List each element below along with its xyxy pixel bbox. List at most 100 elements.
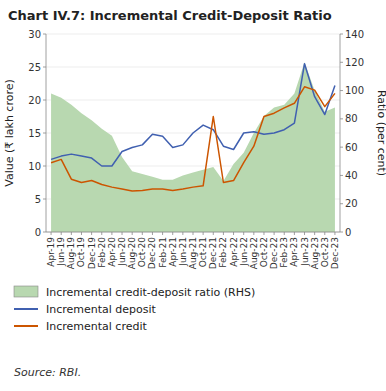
- legend-swatch: [14, 308, 38, 310]
- y2-tick: [340, 232, 343, 233]
- x-tick-label: Aug-19: [66, 237, 76, 270]
- title: Chart IV.7: Incremental Credit-Deposit R…: [8, 8, 332, 23]
- x-tick-label: Apr-21: [168, 237, 178, 267]
- line: [51, 87, 335, 191]
- x-tick-label: Dec-22: [269, 237, 279, 269]
- y2-tick-label: 140: [345, 29, 364, 40]
- y2-tick: [340, 90, 343, 91]
- x-tick: [162, 232, 163, 235]
- x-tick-label: Apr-23: [289, 237, 299, 267]
- x-tick: [334, 232, 335, 235]
- x-tick-label: Oct-19: [76, 237, 86, 268]
- x-tick-label: Jun-21: [178, 237, 188, 267]
- x-tick-label: Aug-21: [188, 237, 198, 269]
- y-tick: [43, 67, 46, 68]
- x-tick-label: Aug-23: [310, 237, 320, 269]
- y2-axis-line: [340, 34, 341, 232]
- area: [51, 62, 335, 232]
- y-tick-label: 25: [28, 62, 41, 73]
- x-tick: [213, 232, 214, 235]
- legend-label: Incremental credit: [46, 320, 148, 333]
- x-tick: [203, 232, 204, 235]
- y2-tick-label: 60: [345, 142, 358, 153]
- x-tick: [172, 232, 173, 235]
- x-tick-label: Aug-20: [127, 237, 137, 270]
- x-tick: [132, 232, 133, 235]
- y-axis-label: Value (₹ lakh crore): [3, 79, 16, 187]
- y-tick: [43, 100, 46, 101]
- legend-label: Incremental deposit: [46, 303, 157, 316]
- y2-tick: [340, 118, 343, 119]
- y-tick-label: 10: [28, 161, 41, 172]
- x-tick-label: Aug-22: [249, 237, 259, 269]
- legend-label: Incremental credit-deposit ratio (RHS): [46, 286, 255, 299]
- y2-tick-label: 100: [345, 85, 364, 96]
- x-tick: [152, 232, 153, 235]
- x-tick: [253, 232, 254, 235]
- x-tick-label: Jun-23: [300, 237, 310, 267]
- y2-tick-label: 0: [345, 227, 351, 238]
- x-tick: [193, 232, 194, 235]
- x-tick-label: Oct-23: [320, 237, 330, 267]
- line: [51, 64, 335, 166]
- plot-marks: [51, 62, 335, 232]
- x-tick: [142, 232, 143, 235]
- x-tick-label: Oct-22: [259, 237, 269, 267]
- x-tick: [91, 232, 92, 235]
- x-tick: [122, 232, 123, 235]
- x-tick: [263, 232, 264, 235]
- y-tick: [43, 199, 46, 200]
- y2-tick: [340, 34, 343, 35]
- x-tick: [61, 232, 62, 235]
- y-tick: [43, 34, 46, 35]
- x-tick: [233, 232, 234, 235]
- y-tick-label: 30: [28, 29, 41, 40]
- x-tick: [101, 232, 102, 235]
- x-tick-label: Feb-21: [158, 237, 168, 268]
- x-tick-label: Jun-22: [239, 237, 249, 267]
- x-tick-label: Oct-21: [198, 237, 208, 267]
- x-tick: [51, 232, 52, 235]
- x-tick: [294, 232, 295, 235]
- grid-line: [46, 34, 340, 35]
- x-tick-label: Feb-20: [97, 237, 107, 268]
- x-tick: [304, 232, 305, 235]
- y2-tick-label: 120: [345, 57, 364, 68]
- y2-tick: [340, 175, 343, 176]
- x-tick: [274, 232, 275, 235]
- y2-tick: [340, 62, 343, 63]
- annotation: Source: RBI.: [14, 366, 81, 379]
- x-tick: [243, 232, 244, 235]
- x-tick-label: Oct-20: [137, 237, 147, 268]
- x-tick: [81, 232, 82, 235]
- y2-tick-label: 20: [345, 198, 358, 209]
- x-tick-label: Feb-22: [218, 237, 228, 268]
- x-tick-label: Apr-19: [46, 237, 56, 267]
- x-tick-label: Feb-23: [279, 237, 289, 268]
- grid-line: [46, 67, 340, 68]
- x-tick-label: Apr-20: [107, 237, 117, 267]
- x-tick: [182, 232, 183, 235]
- y2-tick: [340, 147, 343, 148]
- y-tick-label: 0: [35, 227, 41, 238]
- y-tick: [43, 166, 46, 167]
- legend-swatch: [14, 325, 38, 327]
- legend: Incremental credit-deposit ratio (RHS) In…: [14, 286, 255, 333]
- x-tick: [223, 232, 224, 235]
- y-tick-label: 20: [28, 95, 41, 106]
- x-tick-label: Apr-22: [229, 237, 239, 267]
- chart: Chart IV.7: Incremental Credit-Deposit R…: [0, 0, 386, 391]
- y-tick: [43, 133, 46, 134]
- y2-tick: [340, 203, 343, 204]
- x-tick-label: Jun-19: [56, 237, 66, 267]
- legend-swatch: [14, 286, 38, 297]
- x-tick: [284, 232, 285, 235]
- x-tick: [111, 232, 112, 235]
- x-tick: [324, 232, 325, 235]
- x-tick-label: Dec-23: [330, 237, 340, 269]
- x-tick-label: Jun-20: [117, 237, 127, 267]
- x-tick-label: Dec-20: [147, 237, 157, 269]
- y-tick-label: 15: [28, 128, 41, 139]
- y-tick-label: 5: [35, 194, 41, 205]
- x-tick-label: Dec-19: [87, 237, 97, 269]
